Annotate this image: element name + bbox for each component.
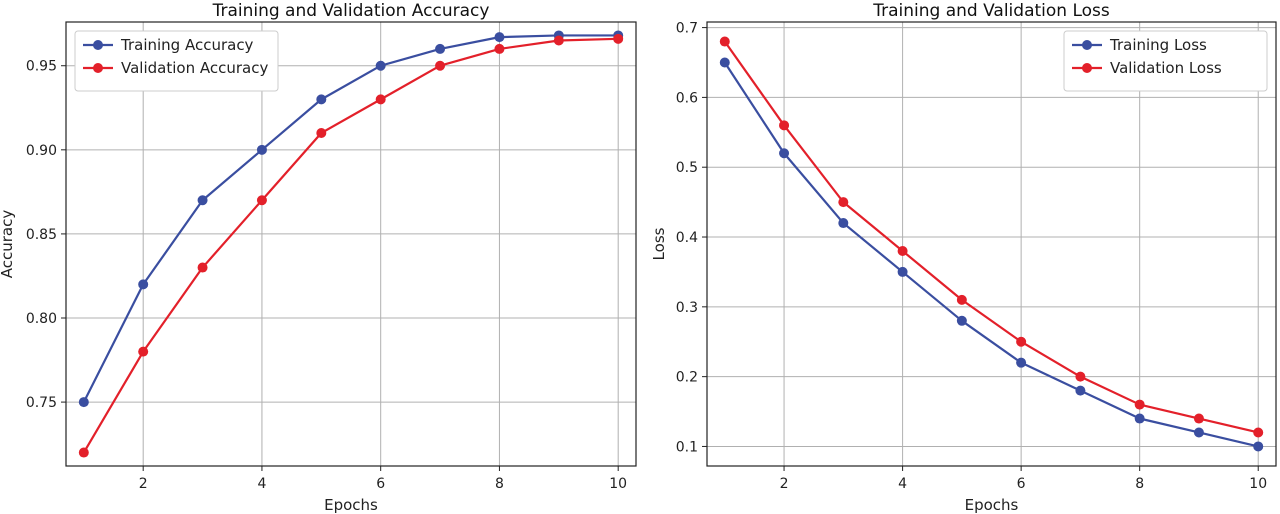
legend: Training Loss Validation Loss: [1063, 30, 1268, 92]
x-tick-label: 8: [495, 476, 504, 492]
legend-swatch-marker: [93, 63, 103, 73]
data-point: [1134, 413, 1145, 424]
data-point: [375, 60, 386, 71]
legend-label: Training Accuracy: [120, 36, 254, 54]
data-point: [1075, 371, 1086, 382]
series-line-2: [82, 37, 619, 454]
data-point: [779, 148, 790, 159]
legend-swatch-marker: [1082, 63, 1092, 73]
data-point: [197, 262, 208, 273]
legend-swatch-marker: [93, 40, 103, 50]
data-point: [613, 33, 624, 44]
y-tick-label: 0.80: [26, 311, 57, 327]
data-point: [197, 195, 208, 206]
legend: Training Accuracy Validation Accuracy: [74, 30, 279, 92]
y-tick-label: 0.95: [26, 59, 57, 75]
data-point: [1134, 399, 1145, 410]
x-tick-label: 4: [257, 476, 266, 492]
x-tick-label: 2: [780, 476, 789, 492]
data-point: [78, 447, 89, 458]
chart-panel-1: 2 4 6 8 10 0.75 0.80 0.85 0.90 0.95 Training and V…: [0, 1, 637, 514]
chart-panel-2: 2 4 6 8 10 0.1 0.2 0.3 0.4 0.5 0.6 0.7 Training and …: [650, 1, 1277, 514]
legend-frame: [74, 30, 279, 92]
data-point: [719, 57, 730, 68]
y-axis-label: Accuracy: [0, 210, 16, 279]
x-axis-label: Epochs: [965, 496, 1019, 514]
y-tick-label: 0.2: [676, 370, 698, 386]
x-tick-label: 10: [1249, 476, 1267, 492]
data-point: [375, 94, 386, 105]
data-point: [779, 120, 790, 131]
y-axis-label: Loss: [650, 227, 668, 260]
data-point: [1075, 385, 1086, 396]
legend-label: Training Loss: [1109, 36, 1207, 54]
x-axis-label: Epochs: [324, 496, 378, 514]
x-tick-label: 10: [609, 476, 627, 492]
legend-swatch-marker: [1082, 40, 1092, 50]
x-tick-label: 6: [376, 476, 385, 492]
x-tick-label: 6: [1017, 476, 1026, 492]
data-point: [256, 144, 267, 155]
y-tick-label: 0.75: [26, 395, 57, 411]
data-point: [719, 36, 730, 47]
y-tick-label: 0.4: [676, 230, 698, 246]
legend-label: Validation Loss: [1110, 59, 1222, 77]
y-tick-label: 0.5: [676, 160, 698, 176]
chart-title: Training and Validation Accuracy: [212, 1, 490, 21]
data-point: [956, 294, 967, 305]
data-point: [897, 245, 908, 256]
legend-label: Validation Accuracy: [121, 59, 268, 77]
y-tick-label: 0.85: [26, 227, 57, 243]
y-tick-label: 0.6: [676, 90, 698, 106]
data-point: [1253, 427, 1264, 438]
data-point: [316, 128, 327, 138]
data-point: [494, 43, 505, 54]
series-line-2: [723, 40, 1259, 434]
y-tick-label: 0.3: [676, 300, 698, 316]
data-point: [494, 32, 505, 43]
plot-area: [65, 21, 637, 467]
data-point: [897, 266, 908, 277]
data-point: [435, 43, 446, 54]
legend-frame: [1063, 30, 1268, 92]
data-point: [138, 346, 149, 357]
data-point: [838, 197, 849, 208]
data-point: [1193, 413, 1204, 424]
data-point: [138, 279, 149, 290]
data-point: [1193, 427, 1204, 438]
data-point: [1016, 357, 1027, 368]
x-tick-label: 8: [1135, 476, 1144, 492]
x-tick-label: 4: [898, 476, 907, 492]
data-point: [838, 218, 849, 229]
data-point: [78, 397, 89, 408]
y-tick-label: 0.1: [676, 439, 698, 455]
series-line-1: [723, 61, 1259, 448]
data-point: [1016, 336, 1027, 347]
data-point: [435, 60, 446, 71]
data-point: [256, 195, 267, 206]
x-tick-label: 2: [139, 476, 148, 492]
data-point: [1253, 441, 1264, 452]
series-line-1: [82, 34, 619, 403]
data-point: [316, 94, 327, 105]
chart-title: Training and Validation Loss: [872, 1, 1110, 21]
data-point: [956, 315, 967, 326]
plot-area: [706, 21, 1277, 467]
y-tick-label: 0.90: [26, 143, 57, 159]
y-tick-label: 0.7: [676, 21, 698, 37]
data-point: [553, 35, 564, 46]
